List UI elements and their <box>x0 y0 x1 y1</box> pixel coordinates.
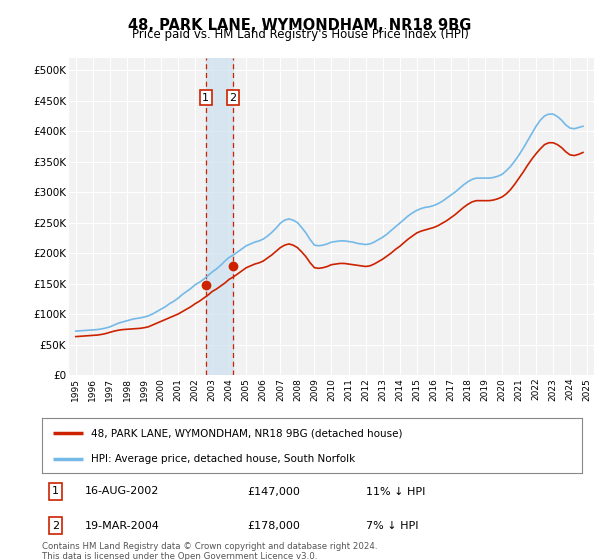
Text: £178,000: £178,000 <box>247 521 300 531</box>
Text: 11% ↓ HPI: 11% ↓ HPI <box>366 487 425 497</box>
Text: 48, PARK LANE, WYMONDHAM, NR18 9BG (detached house): 48, PARK LANE, WYMONDHAM, NR18 9BG (deta… <box>91 428 402 438</box>
Bar <box>206 58 233 375</box>
Text: 16-AUG-2002: 16-AUG-2002 <box>85 487 160 497</box>
Text: 2: 2 <box>52 521 59 531</box>
Text: 48, PARK LANE, WYMONDHAM, NR18 9BG: 48, PARK LANE, WYMONDHAM, NR18 9BG <box>128 18 472 33</box>
Text: 7% ↓ HPI: 7% ↓ HPI <box>366 521 419 531</box>
Text: Price paid vs. HM Land Registry's House Price Index (HPI): Price paid vs. HM Land Registry's House … <box>131 28 469 41</box>
Text: 1: 1 <box>52 487 59 497</box>
Text: 19-MAR-2004: 19-MAR-2004 <box>85 521 160 531</box>
Text: 2: 2 <box>229 92 236 102</box>
Text: Contains HM Land Registry data © Crown copyright and database right 2024.
This d: Contains HM Land Registry data © Crown c… <box>42 542 377 560</box>
Text: 1: 1 <box>202 92 209 102</box>
Text: £147,000: £147,000 <box>247 487 300 497</box>
Text: HPI: Average price, detached house, South Norfolk: HPI: Average price, detached house, Sout… <box>91 454 355 464</box>
